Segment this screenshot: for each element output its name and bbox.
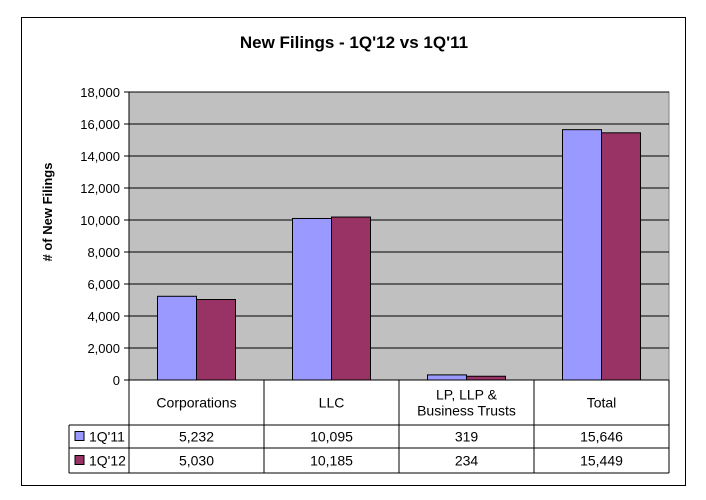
y-tick-label: 12,000 [80,181,120,196]
y-tick-label: 16,000 [80,117,120,132]
data-label: 15,449 [580,453,623,469]
bar [292,217,332,381]
y-tick-label: 10,000 [80,213,120,228]
category-label: Corporations [156,395,236,411]
legend-label: 1Q'12 [89,453,126,469]
legend-label: 1Q'11 [89,429,125,445]
bar [196,299,236,381]
plot-area: 0 2,000 4,000 6,000 8,000 10,000 12,000 14,000 1… [80,85,670,388]
y-tick-label: 6,000 [87,277,120,292]
bar [157,295,197,381]
y-tick-label: 4,000 [87,309,120,324]
category-label: Total [587,395,617,411]
y-tick-label: 14,000 [80,149,120,164]
y-tick-label: 2,000 [87,341,120,356]
bar [601,132,641,381]
legend-key [74,431,85,441]
bar-chart: New Filings - 1Q'12 vs 1Q'11 # of New Fi… [40,33,670,474]
category-label: Business Trusts [417,403,516,419]
bar [427,374,467,381]
data-label: 5,232 [179,429,214,445]
data-table: Corporations LLC LP, LLP &Business Trusts T… [68,379,670,474]
data-label: 15,646 [580,429,623,445]
data-label: 10,185 [310,453,353,469]
chart-title: New Filings - 1Q'12 vs 1Q'11 [240,33,468,52]
bar [466,375,506,381]
y-tick-label: 18,000 [80,85,120,100]
data-label: 234 [455,453,479,469]
category-label: LP, LLP & [436,387,498,403]
y-tick-label: 8,000 [87,245,120,260]
bar [331,216,371,381]
legend-key [74,455,85,465]
data-label: 5,030 [179,453,214,469]
data-label: 319 [455,429,479,445]
category-label: LLC [319,395,345,411]
y-axis-title: # of New Filings [40,163,55,262]
bar [562,129,602,381]
chart-frame: New Filings - 1Q'12 vs 1Q'11 # of New Fi… [21,17,686,486]
y-tick-label: 0 [113,373,120,388]
data-label: 10,095 [310,429,353,445]
